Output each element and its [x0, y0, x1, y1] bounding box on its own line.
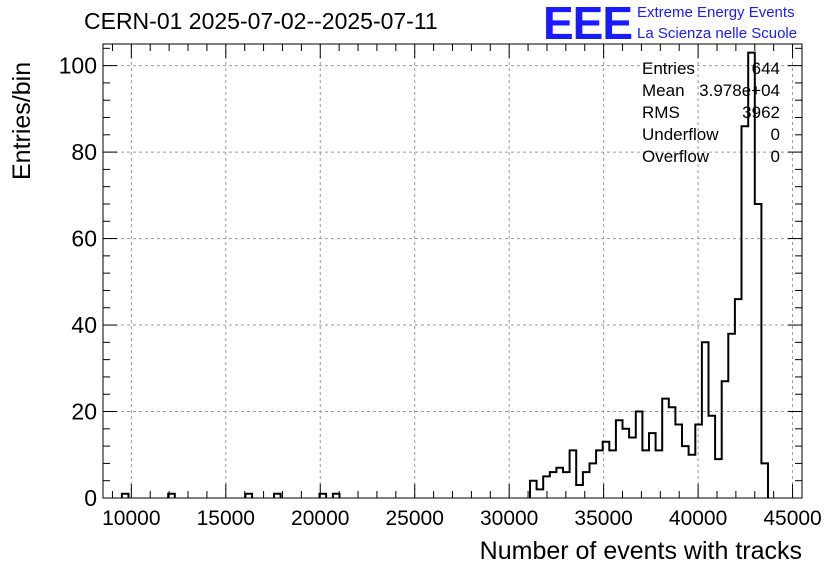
stats-row-overflow: Overflow 0 [642, 146, 780, 168]
y-axis-label: Entries/bin [8, 61, 36, 180]
stats-label: Entries [642, 59, 695, 78]
x-tick-label: 25000 [386, 507, 444, 530]
histogram-bins [244, 492, 254, 498]
x-axis-label: Number of events with tracks [479, 537, 802, 565]
x-tick-label: 10000 [102, 507, 160, 530]
x-tick-label: 20000 [291, 507, 349, 530]
stats-value: 644 [751, 59, 780, 78]
stats-row-entries: Entries 644 [642, 58, 780, 80]
stats-value: 3.978e+04 [699, 81, 780, 100]
histogram-bins [120, 492, 130, 498]
logo-line-1: Extreme Energy Events [637, 4, 795, 21]
histogram-bins [167, 492, 176, 498]
histogram-bins [331, 492, 341, 498]
stats-value: 3962 [742, 103, 780, 122]
y-tick-label: 60 [71, 226, 97, 252]
x-tick-label: 35000 [574, 507, 632, 530]
eee-logo: EEE [543, 0, 633, 49]
y-tick-label: 100 [59, 53, 97, 79]
y-tick-label: 80 [71, 139, 97, 165]
y-tick-label: 20 [71, 399, 97, 425]
histogram-bins [273, 492, 282, 498]
stats-box: Entries 644 Mean 3.978e+04 RMS 3962 Unde… [642, 58, 780, 168]
y-tick-label: 40 [71, 312, 97, 338]
stats-label: Mean [642, 81, 685, 100]
x-tick-label: 30000 [480, 507, 538, 530]
histogram-bins [529, 51, 769, 498]
logo-line-2: La Scienza nelle Scuole [637, 25, 798, 42]
stats-row-mean: Mean 3.978e+04 [642, 80, 780, 102]
y-tick-label: 0 [84, 485, 97, 511]
stats-label: Underflow [642, 125, 719, 144]
stats-row-underflow: Underflow 0 [642, 124, 780, 146]
histogram-bins [318, 492, 328, 498]
stats-label: Overflow [642, 147, 710, 166]
plot-title: CERN-01 2025-07-02--2025-07-11 [84, 8, 438, 34]
x-tick-label: 40000 [669, 507, 727, 530]
stats-row-rms: RMS 3962 [642, 102, 780, 124]
stats-value: 0 [770, 147, 780, 166]
stats-label: RMS [642, 103, 680, 122]
stats-value: 0 [770, 125, 780, 144]
x-tick-label: 45000 [763, 507, 821, 530]
x-tick-label: 15000 [197, 507, 255, 530]
